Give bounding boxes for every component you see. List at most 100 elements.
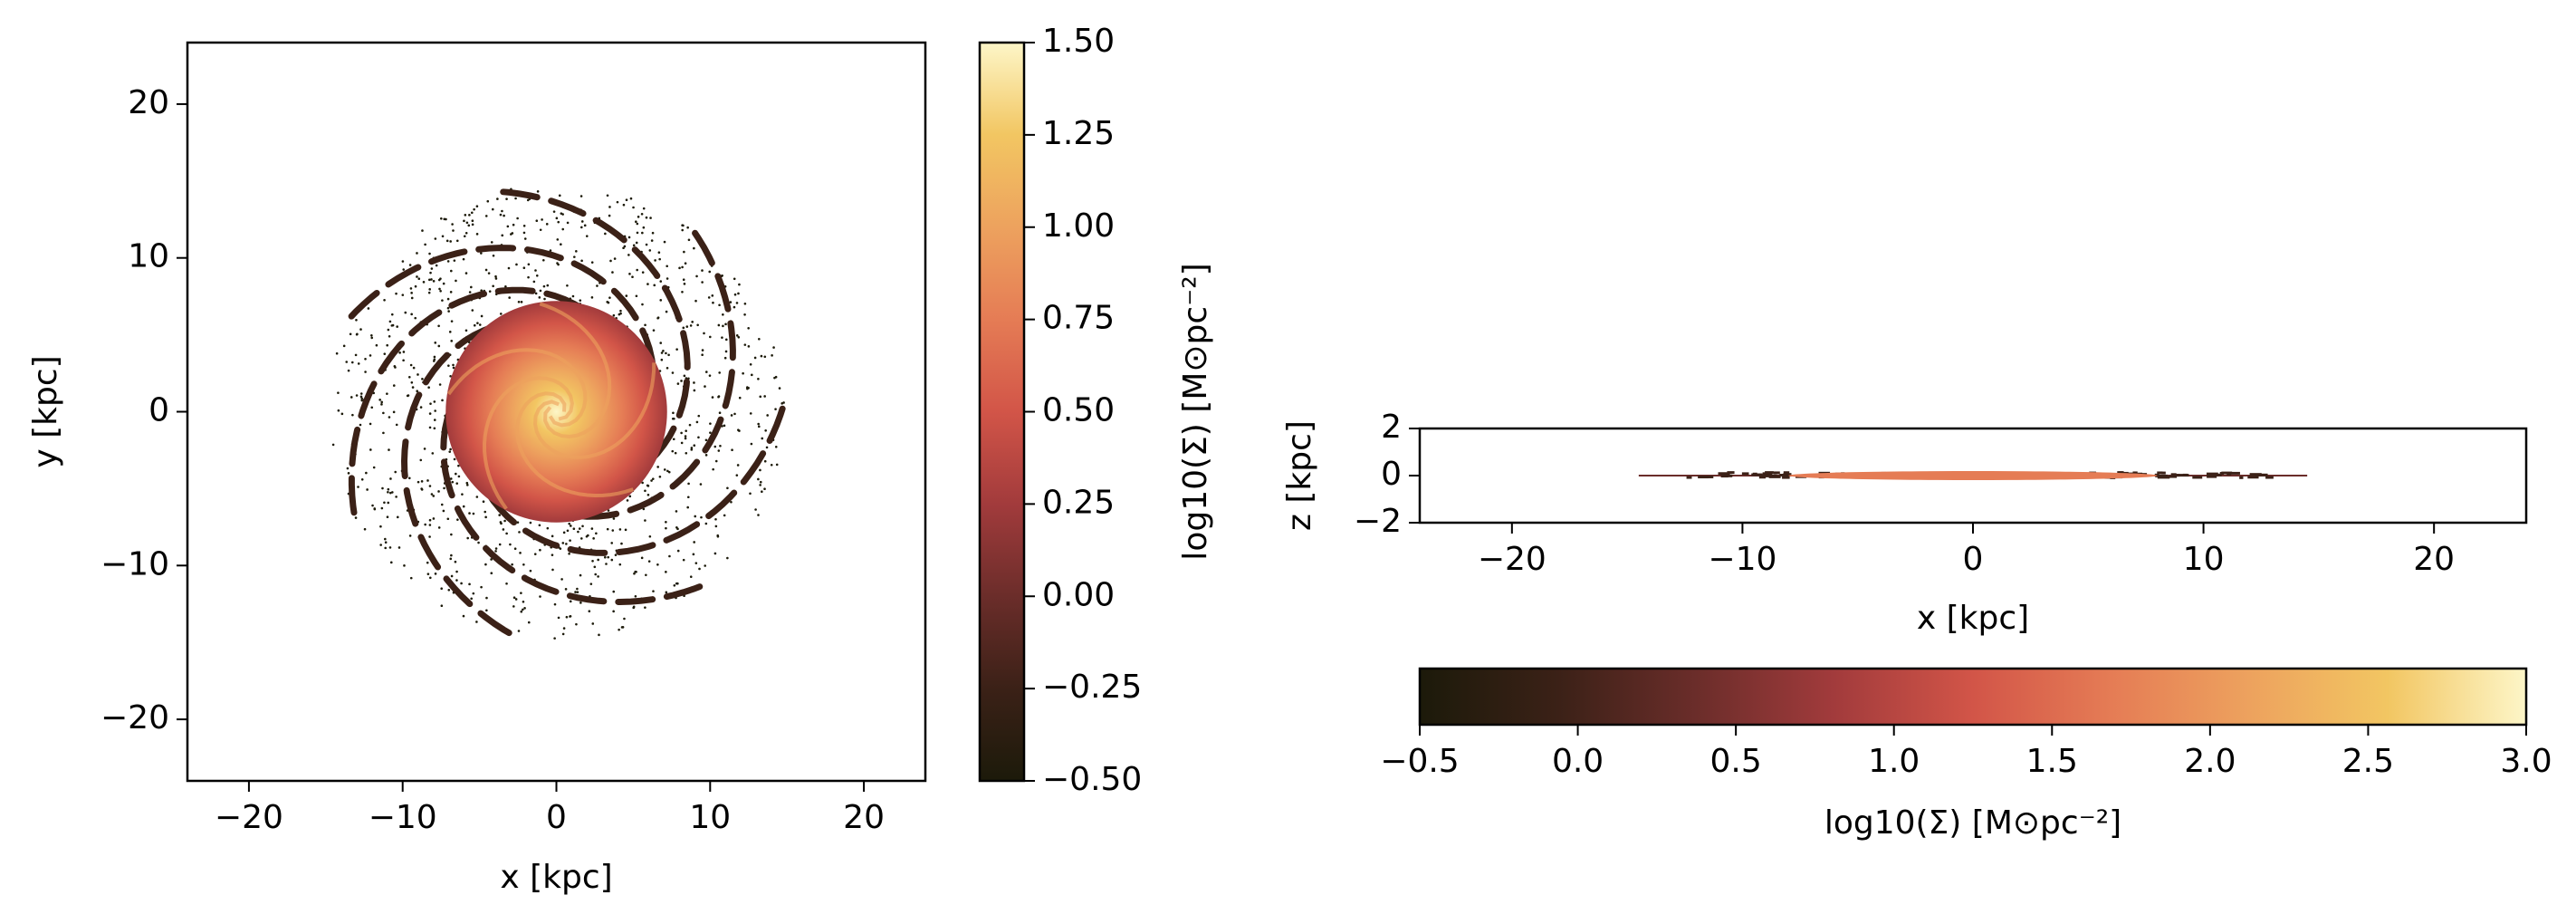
particle [477,541,480,544]
particle [378,399,381,401]
particle [572,527,576,531]
particle [475,496,479,498]
particle [442,282,445,285]
particle [680,380,683,382]
particle [569,539,571,542]
particle [450,340,454,342]
particle [555,217,559,220]
particle [701,281,704,284]
particle [552,210,556,213]
particle [723,514,726,517]
particle [671,371,675,374]
particle [492,254,495,257]
particle [671,417,675,420]
particle [683,283,686,285]
particle [467,224,471,227]
particle [632,244,636,247]
edge-on-clump [2174,474,2180,477]
particle [665,310,668,313]
particle [434,409,436,412]
particle [716,534,720,538]
particle [610,558,614,562]
particle [466,536,469,540]
particle [697,436,700,439]
particle [628,273,631,275]
particle [612,517,616,520]
particle [641,481,644,485]
particle [443,217,446,221]
particle [678,266,681,270]
particle [749,492,752,496]
particle [450,574,454,578]
particle [464,329,468,332]
colorbar-tick-label: 1.5 [2026,743,2078,780]
particle [681,228,684,232]
particle [593,565,597,569]
inner-arm [482,376,574,510]
particle [770,463,773,467]
particle [604,555,607,559]
particle [562,531,566,534]
particle [737,335,741,339]
particle [628,495,632,498]
particle [517,630,521,632]
particle [681,290,684,294]
particle [369,448,372,451]
particle [590,261,594,264]
particle [753,356,757,360]
particle [430,278,433,281]
particle [384,537,387,541]
particle [612,590,616,593]
particle [718,411,722,415]
particle [645,216,648,219]
particle [335,351,339,355]
particle [420,480,424,483]
particle [663,468,666,471]
particle [662,350,665,352]
colorbar-tick-label: 1.0 [1868,743,1920,780]
colorbar-tick-label: 0.75 [1042,300,1115,337]
particle [433,360,436,362]
edge-on-clump [1751,473,1763,476]
particle [372,466,376,469]
particle [641,231,644,235]
particle [457,475,461,478]
particle [708,374,712,377]
particle [505,532,508,535]
edge-on-disk [1788,471,2158,480]
particle [714,525,718,528]
particle [627,236,631,239]
particle [447,310,450,313]
particle [759,395,762,399]
particle [506,225,510,228]
particle [420,487,423,490]
particle [411,386,415,389]
particle [455,482,459,485]
particle [437,324,440,328]
particle [520,592,522,594]
particle [668,554,671,558]
particle [408,264,412,266]
particle [672,411,675,415]
particle [447,364,450,367]
particle [505,197,508,200]
particle [388,320,392,323]
particle [462,257,465,261]
particle [423,448,426,450]
particle [685,451,688,455]
particle [684,262,687,265]
particle [562,627,566,630]
particle [663,240,666,244]
particle [501,209,503,213]
particle [359,395,363,399]
particle [364,357,367,361]
particle [475,205,479,208]
particle [556,262,559,265]
colorbar-tick-label: 0.25 [1042,484,1115,521]
particle [569,600,572,603]
particle [684,435,687,438]
particle [514,598,518,601]
particle [635,570,637,573]
particle [580,220,584,223]
particle [414,316,417,320]
